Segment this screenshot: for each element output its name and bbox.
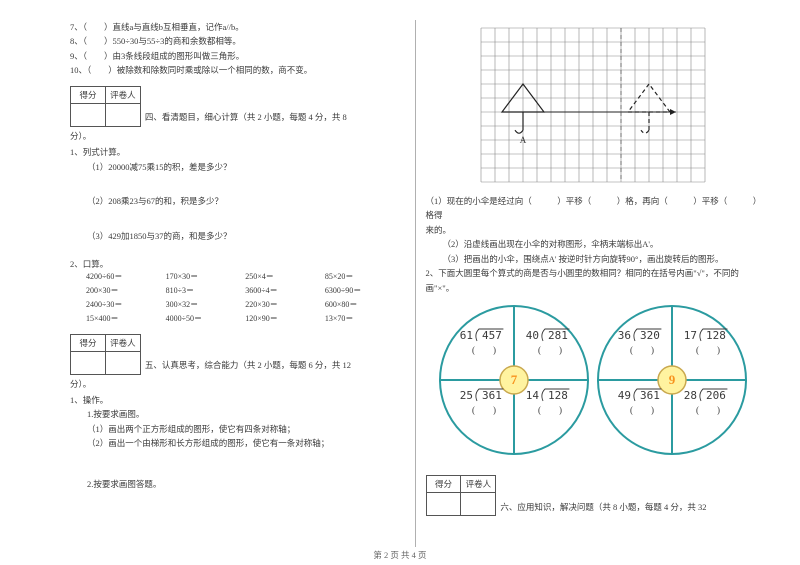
s4-q1-1: （1）20000减75乘15的积，差是多少？ — [70, 160, 405, 174]
r1-2-text: （2）沿虚线画出现在小伞的对称图形，伞柄末端标出A'。 — [426, 239, 659, 249]
calc-cell: 15×400＝ — [86, 313, 166, 326]
right-column: A （1）现在的小伞是经过向（ ）平移（ ）格，再向（ ）平移（ ）格得 来的。… — [418, 20, 761, 547]
svg-text:( ): ( ) — [696, 405, 720, 415]
svg-text:361: 361 — [640, 389, 660, 402]
svg-text:25: 25 — [460, 389, 473, 402]
calc-cell: 13×70＝ — [325, 313, 405, 326]
svg-text:( ): ( ) — [472, 405, 496, 415]
score-box-5: 得分评卷人 — [70, 334, 141, 375]
r1-3-text: （3）把画出的小伞，围绕点A' 按逆时针方向旋转90°，画出旋转后的图形。 — [426, 254, 724, 264]
svg-text:A: A — [520, 135, 527, 145]
svg-text:61: 61 — [460, 329, 473, 342]
svg-text:( ): ( ) — [630, 345, 654, 355]
score-blank[interactable] — [71, 103, 106, 126]
calc-cell: 2400÷30＝ — [86, 299, 166, 312]
reviewer-label: 评卷人 — [461, 476, 496, 493]
calc-cell: 85×20＝ — [325, 271, 405, 284]
svg-text:361: 361 — [482, 389, 502, 402]
s4-q1-3: （3）429加1850与37的商，和是多少？ — [70, 229, 405, 243]
page: 7、（ ）直线a与直线b互相垂直，记作a//b。 8、（ ）550÷30与55÷… — [0, 0, 800, 547]
svg-text:7: 7 — [511, 372, 518, 387]
section6-title: 六、应用知识，解决问题（共 8 小题，每题 4 分，共 32 — [500, 500, 760, 518]
s4-q1: 1、列式计算。 — [70, 145, 405, 159]
section6-header: 得分评卷人 六、应用知识，解决问题（共 8 小题，每题 4 分，共 32 — [426, 467, 761, 518]
q10: 10、（ ）被除数和除数同时乘或除以一个相同的数，商不变。 — [70, 63, 405, 77]
calc-cell: 600×80＝ — [325, 299, 405, 312]
score-box-6: 得分评卷人 — [426, 475, 497, 516]
section5-title: 五、认真思考，综合能力（共 2 小题，每题 6 分，共 12 — [145, 358, 405, 376]
score-label: 得分 — [71, 86, 106, 103]
svg-text:14: 14 — [526, 389, 540, 402]
svg-text:320: 320 — [640, 329, 660, 342]
s4-q1-2: （2）208乘23与67的和，积是多少？ — [70, 194, 405, 208]
calc-cell: 120×90＝ — [245, 313, 325, 326]
q7: 7、（ ）直线a与直线b互相垂直，记作a//b。 — [70, 20, 405, 34]
grid-diagram: A — [473, 20, 713, 190]
calc-cell: 810÷3＝ — [166, 285, 246, 298]
svg-text:17: 17 — [684, 329, 697, 342]
page-footer: 第 2 页 共 4 页 — [0, 547, 800, 561]
r1-3: （3）把画出的小伞，围绕点A' 按逆时针方向旋转90°，画出旋转后的图形。 — [426, 252, 761, 266]
svg-text:( ): ( ) — [538, 405, 562, 415]
score-box-4: 得分评卷人 — [70, 86, 141, 127]
calc-cell: 170×30＝ — [166, 271, 246, 284]
reviewer-blank[interactable] — [461, 493, 496, 516]
svg-text:( ): ( ) — [472, 345, 496, 355]
calc-cell: 250×4＝ — [245, 271, 325, 284]
score-label: 得分 — [426, 476, 461, 493]
svg-text:36: 36 — [618, 329, 631, 342]
calc-grid: 4200÷60＝ 170×30＝ 250×4＝ 85×20＝ 200×30＝ 8… — [70, 271, 405, 325]
svg-text:( ): ( ) — [696, 345, 720, 355]
calc-cell: 3600÷4＝ — [245, 285, 325, 298]
svg-text:457: 457 — [482, 329, 502, 342]
section4-end: 分）。 — [70, 129, 405, 143]
circles-diagram: 7 61 457 ( ) 40 281 ( ) 25 361 ( ) 14 128 ( ) 9 36 320 (… — [428, 299, 758, 461]
r1-1: （1）现在的小伞是经过向（ ）平移（ ）格，再向（ ）平移（ ）格得 — [426, 194, 761, 223]
section5-header: 得分评卷人 五、认真思考，综合能力（共 2 小题，每题 6 分，共 12 — [70, 326, 405, 377]
s5-q1-2: （2）画出一个由梯形和长方形组成的图形，使它有一条对称轴； — [70, 436, 405, 450]
column-divider — [415, 20, 416, 547]
section4-header: 得分评卷人 四、看清题目，细心计算（共 2 小题，每题 4 分，共 8 — [70, 78, 405, 129]
svg-text:49: 49 — [618, 389, 631, 402]
section5-end: 分）。 — [70, 377, 405, 391]
r1-1b: 来的。 — [426, 223, 761, 237]
svg-text:40: 40 — [526, 329, 539, 342]
left-column: 7、（ ）直线a与直线b互相垂直，记作a//b。 8、（ ）550÷30与55÷… — [70, 20, 413, 547]
section4-title: 四、看清题目，细心计算（共 2 小题，每题 4 分，共 8 — [145, 110, 405, 128]
s5-q1-1: （1）画出两个正方形组成的图形，使它有四条对称轴； — [70, 422, 405, 436]
score-blank[interactable] — [71, 351, 106, 374]
reviewer-label: 评卷人 — [105, 334, 140, 351]
calc-cell: 300×32＝ — [166, 299, 246, 312]
reviewer-blank[interactable] — [105, 351, 140, 374]
svg-text:128: 128 — [548, 389, 568, 402]
calc-cell: 200×30＝ — [86, 285, 166, 298]
q8: 8、（ ）550÷30与55÷3的商和余数都相等。 — [70, 34, 405, 48]
calc-cell: 4200÷60＝ — [86, 271, 166, 284]
r1-2: （2）沿虚线画出现在小伞的对称图形，伞柄末端标出A'。 — [426, 237, 761, 251]
s5-q1-l1: 1.按要求画图。 — [70, 407, 405, 421]
svg-text:128: 128 — [706, 329, 726, 342]
svg-text:28: 28 — [684, 389, 697, 402]
r2: 2、下面大圆里每个算式的商是否与小圆里的数相同？相同的在括号内画"√"，不同的画… — [426, 266, 761, 295]
reviewer-blank[interactable] — [105, 103, 140, 126]
s5-q1-l2: 2.按要求画图答题。 — [70, 477, 405, 491]
svg-text:281: 281 — [548, 329, 568, 342]
q9: 9、（ ）由3条线段组成的图形叫做三角形。 — [70, 49, 405, 63]
score-label: 得分 — [71, 334, 106, 351]
svg-text:9: 9 — [669, 372, 676, 387]
s5-q1: 1、操作。 — [70, 393, 405, 407]
svg-text:( ): ( ) — [538, 345, 562, 355]
s4-q2: 2、口算。 — [70, 257, 405, 271]
score-blank[interactable] — [426, 493, 461, 516]
svg-text:206: 206 — [706, 389, 726, 402]
calc-cell: 6300÷90＝ — [325, 285, 405, 298]
svg-text:( ): ( ) — [630, 405, 654, 415]
calc-cell: 4000÷50＝ — [166, 313, 246, 326]
reviewer-label: 评卷人 — [105, 86, 140, 103]
calc-cell: 220×30＝ — [245, 299, 325, 312]
